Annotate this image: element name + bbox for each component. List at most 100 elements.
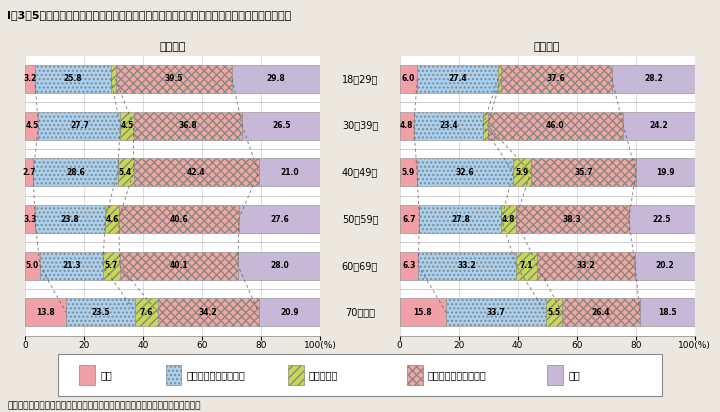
Bar <box>400 158 417 186</box>
Bar <box>400 298 446 326</box>
Text: 反対: 反対 <box>568 370 580 380</box>
Text: 27.8: 27.8 <box>451 215 470 224</box>
Text: 4.5: 4.5 <box>25 121 38 130</box>
Text: 5.4: 5.4 <box>119 168 132 177</box>
Bar <box>238 205 320 233</box>
Bar <box>158 298 258 326</box>
Bar <box>258 298 320 326</box>
Text: 4.5: 4.5 <box>120 121 133 130</box>
Text: 27.7: 27.7 <box>70 121 89 130</box>
Bar <box>483 112 487 140</box>
Bar <box>242 112 320 140</box>
Bar <box>419 205 501 233</box>
Text: 18.5: 18.5 <box>658 308 677 317</box>
Bar <box>537 252 635 280</box>
Text: 賛成: 賛成 <box>100 370 112 380</box>
Bar <box>25 158 33 186</box>
Bar <box>400 252 418 280</box>
Bar <box>516 252 537 280</box>
Bar <box>66 298 135 326</box>
Bar <box>418 252 516 280</box>
Text: 28.2: 28.2 <box>644 75 663 84</box>
Text: 50～59歳: 50～59歳 <box>342 214 378 224</box>
Text: 2.7: 2.7 <box>22 168 36 177</box>
Text: 3.3: 3.3 <box>23 215 37 224</box>
Bar <box>40 252 103 280</box>
Bar <box>133 112 242 140</box>
Text: 13.8: 13.8 <box>36 308 55 317</box>
Text: 33.2: 33.2 <box>577 261 595 270</box>
Bar <box>111 65 115 93</box>
Text: 27.6: 27.6 <box>270 215 289 224</box>
Text: （備考）内閣府「男女共同参画社会に関する世論調査」（令和元年）より作成。: （備考）内閣府「男女共同参画社会に関する世論調査」（令和元年）より作成。 <box>7 401 201 410</box>
Bar <box>400 205 419 233</box>
Text: 19.9: 19.9 <box>656 168 675 177</box>
Text: 27.4: 27.4 <box>449 75 467 84</box>
Bar <box>120 112 133 140</box>
Bar <box>629 205 695 233</box>
Text: 7.6: 7.6 <box>140 308 153 317</box>
Bar <box>418 65 498 93</box>
Text: 38.3: 38.3 <box>563 215 582 224</box>
Bar <box>35 205 105 233</box>
Text: 25.8: 25.8 <box>63 75 82 84</box>
Text: 24.2: 24.2 <box>649 121 668 130</box>
Bar <box>258 158 320 186</box>
Bar <box>531 158 636 186</box>
Bar <box>501 65 612 93</box>
Text: 26.5: 26.5 <box>272 121 291 130</box>
Bar <box>133 158 258 186</box>
Bar <box>612 65 695 93</box>
Text: 6.7: 6.7 <box>402 215 416 224</box>
Text: 23.8: 23.8 <box>60 215 79 224</box>
Title: ＜女性＞: ＜女性＞ <box>160 42 186 52</box>
Bar <box>624 112 695 140</box>
Bar <box>25 298 66 326</box>
Text: 30～39歳: 30～39歳 <box>342 121 378 131</box>
Text: 4.8: 4.8 <box>400 121 413 130</box>
Text: 20.9: 20.9 <box>280 308 299 317</box>
Bar <box>115 65 232 93</box>
Text: 29.8: 29.8 <box>266 75 286 84</box>
Bar <box>487 112 624 140</box>
Text: 6.0: 6.0 <box>402 75 415 84</box>
Text: 20.2: 20.2 <box>656 261 675 270</box>
Text: 23.5: 23.5 <box>91 308 110 317</box>
Bar <box>105 205 119 233</box>
Text: 32.6: 32.6 <box>456 168 474 177</box>
Text: 39.5: 39.5 <box>165 75 183 84</box>
Bar <box>25 252 40 280</box>
Text: 28.6: 28.6 <box>66 168 85 177</box>
Text: 36.8: 36.8 <box>179 121 197 130</box>
Bar <box>546 298 562 326</box>
Text: 6.3: 6.3 <box>402 261 415 270</box>
Text: 21.0: 21.0 <box>280 168 299 177</box>
Text: 26.4: 26.4 <box>592 308 611 317</box>
Text: 5.9: 5.9 <box>402 168 415 177</box>
Bar <box>120 252 238 280</box>
Text: 4.8: 4.8 <box>502 215 516 224</box>
Text: どちらかといえば賛成: どちらかといえば賛成 <box>186 370 246 380</box>
Bar <box>25 65 35 93</box>
Bar <box>117 158 133 186</box>
Bar <box>135 298 158 326</box>
Text: 21.3: 21.3 <box>62 261 81 270</box>
Bar <box>562 298 640 326</box>
Text: 34.2: 34.2 <box>199 308 217 317</box>
Text: 5.7: 5.7 <box>104 261 118 270</box>
Bar <box>232 65 320 93</box>
Text: 28.0: 28.0 <box>270 261 289 270</box>
Text: どちらかといえば反対: どちらかといえば反対 <box>428 370 487 380</box>
Bar <box>640 298 695 326</box>
Text: 40.6: 40.6 <box>169 215 188 224</box>
Text: 33.2: 33.2 <box>458 261 477 270</box>
Bar <box>35 65 111 93</box>
Bar <box>417 158 513 186</box>
Bar <box>400 65 418 93</box>
Title: ＜男性＞: ＜男性＞ <box>534 42 560 52</box>
Text: 3.2: 3.2 <box>23 75 37 84</box>
Text: 15.8: 15.8 <box>413 308 432 317</box>
Bar <box>25 205 35 233</box>
Bar <box>635 252 695 280</box>
Bar <box>513 158 531 186</box>
